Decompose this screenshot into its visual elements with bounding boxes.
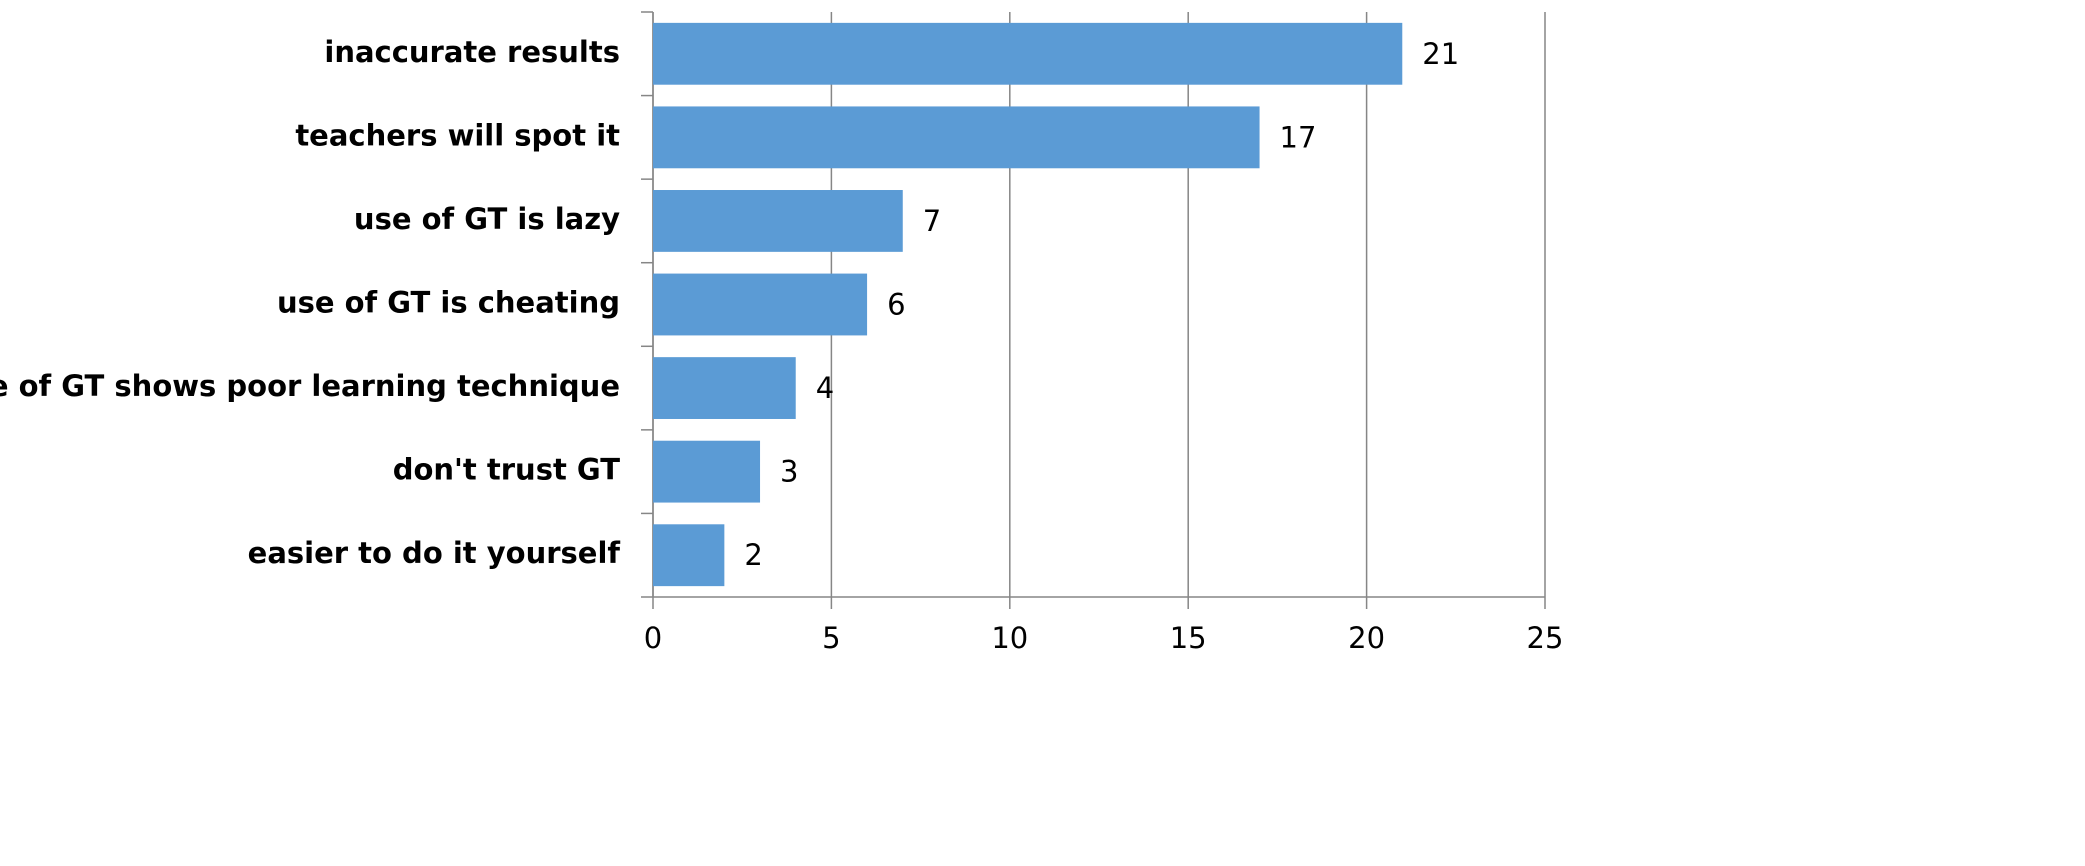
y-tick-label: don't trust GT [393,453,620,487]
data-label: 17 [1280,120,1317,154]
x-tick-label: 0 [644,621,662,655]
bar [653,273,868,336]
y-tick-label: use of GT is cheating [277,286,620,320]
bar [653,357,796,419]
bar [653,190,903,252]
x-tick-label: 10 [991,621,1028,655]
data-label: 2 [744,538,762,572]
y-tick-label: use of GT is lazy [354,202,620,236]
data-label: 3 [780,455,798,489]
bar [653,22,1403,85]
data-label: 21 [1422,37,1459,71]
data-label: 4 [816,371,834,405]
data-label: 6 [887,288,905,322]
bar [653,524,725,587]
y-tick-label: use of GT shows poor learning technique [0,369,620,403]
x-tick-label: 20 [1348,621,1385,655]
y-tick-label: inaccurate results [324,35,620,69]
x-tick-label: 25 [1527,621,1564,655]
bar [653,440,761,503]
y-tick-label: easier to do it yourself [248,536,621,570]
x-tick-label: 5 [822,621,840,655]
x-tick-label: 15 [1170,621,1207,655]
bar [653,106,1260,169]
data-label: 7 [923,204,941,238]
y-tick-label: teachers will spot it [295,118,620,152]
